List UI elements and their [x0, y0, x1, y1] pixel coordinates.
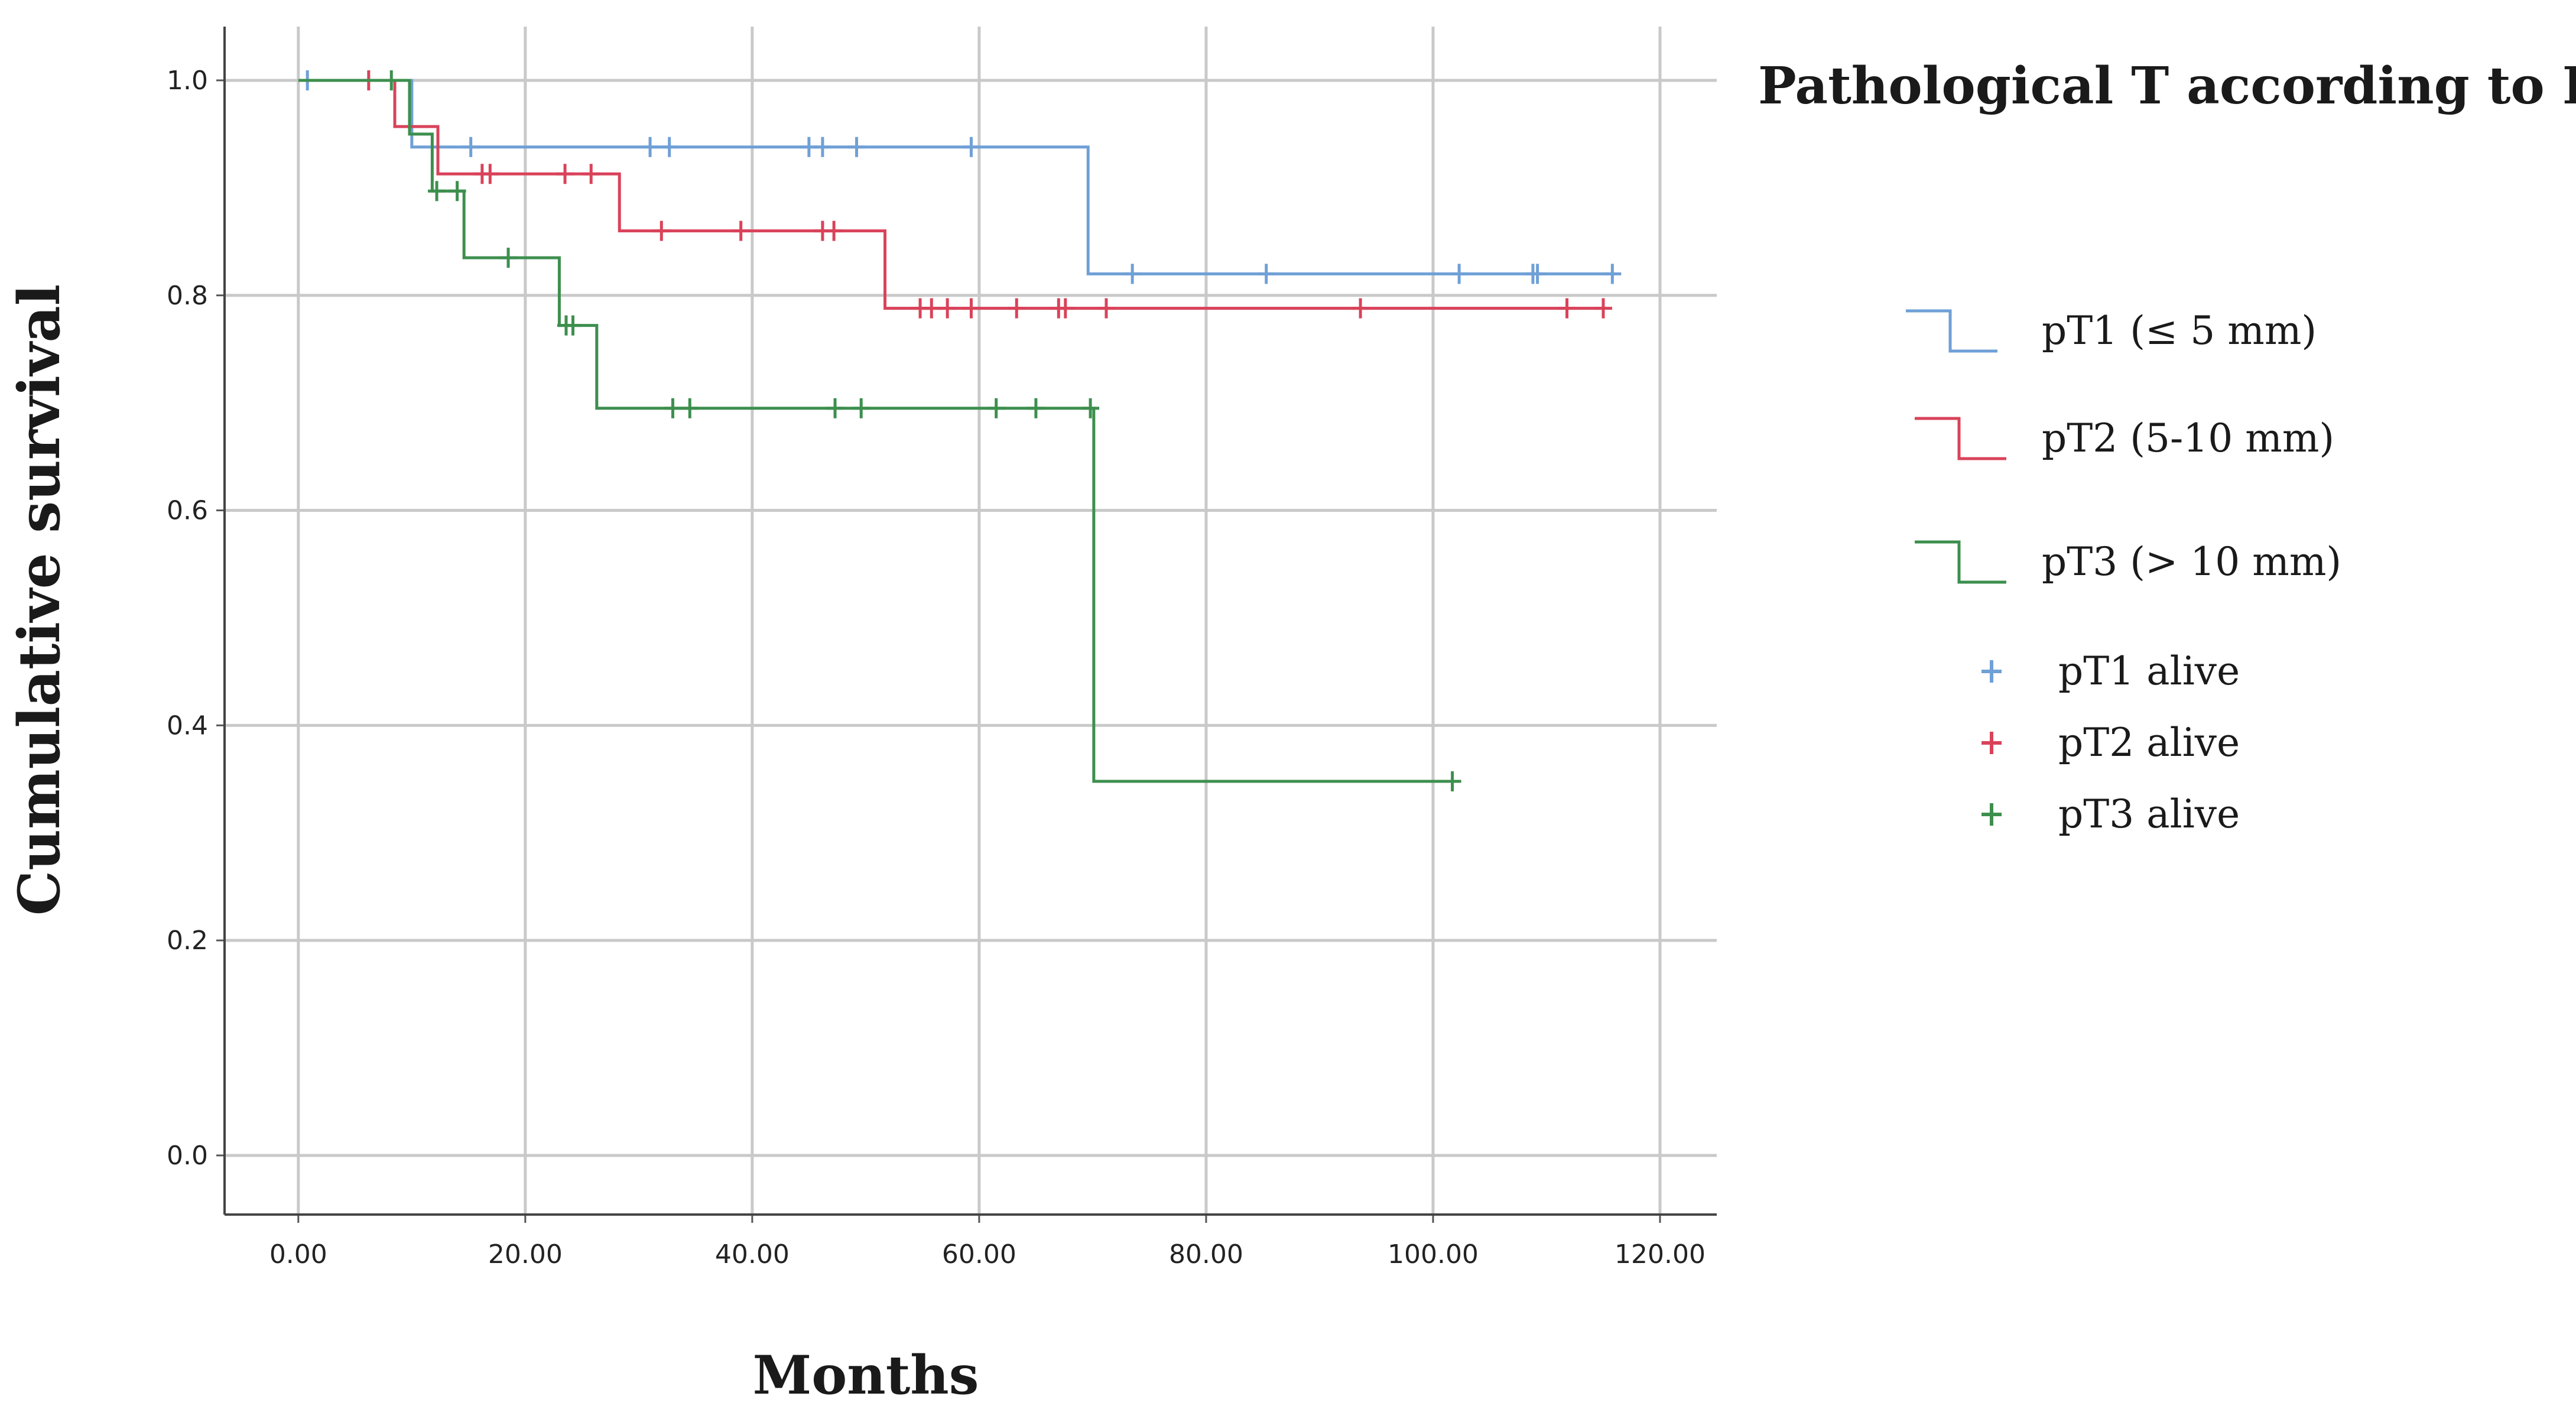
pt1-censor-mark [962, 137, 980, 157]
pt1-censor-mark [1257, 264, 1275, 284]
x-tick-label: 0.00 [269, 1239, 327, 1270]
pt3-censor-mark [382, 70, 401, 90]
y-tick-label: 1.0 [167, 66, 208, 96]
pt2-censor-mark [732, 220, 750, 241]
pt1-censor-mark [813, 137, 831, 157]
pt1-censor-mark [1603, 264, 1622, 284]
grid [225, 27, 1717, 1215]
pt2-alive-legend-label: pT2 alive [2058, 720, 2240, 765]
series-group [298, 70, 1622, 791]
pt2-censor-mark [1558, 298, 1576, 319]
x-tick-label: 120.00 [1615, 1239, 1706, 1270]
pt1-censor-mark [641, 137, 660, 157]
y-tick-label: 0.0 [167, 1141, 208, 1171]
pt2-censor-mark [1352, 298, 1370, 319]
pt3-legend-label: pT3 (> 10 mm) [2042, 539, 2341, 585]
y-axis-title: Cumulative survival [6, 284, 73, 915]
pt3-censor-mark [1443, 771, 1461, 791]
pt2-censor-mark [582, 164, 600, 184]
pt3-censor-mark [1026, 398, 1045, 418]
pt3-alive-legend-marker [1981, 803, 2002, 826]
pt1-curve [298, 79, 1615, 275]
x-tick-label: 40.00 [715, 1239, 790, 1270]
pt3-curve [298, 79, 1453, 783]
pt1-censor-mark [1123, 264, 1142, 284]
pt2-censor-mark [556, 164, 574, 184]
pt1-censor-mark [660, 137, 678, 157]
pt1-legend-swatch [1906, 309, 1997, 353]
pt3-alive-legend-label: pT3 alive [2058, 791, 2240, 837]
pt2-censor-mark [825, 220, 843, 241]
pt2-alive-legend-marker [1981, 732, 2002, 754]
pt1-legend-label: pT1 (≤ 5 mm) [2042, 308, 2317, 353]
pt2-censor-mark [481, 164, 499, 184]
pt3-censor-mark [852, 398, 870, 418]
pt3-censor-mark [826, 398, 844, 418]
pt3-censor-mark [448, 181, 466, 202]
x-tick-label: 100.00 [1388, 1239, 1479, 1270]
pt3-censor-mark [499, 248, 518, 268]
pt1-censor-mark [462, 137, 480, 157]
legend: Pathological T according to DOI pT1 (≤ 5… [1758, 56, 2576, 837]
pt2-censor-mark [938, 298, 957, 319]
y-tick-label: 0.4 [167, 710, 208, 741]
pt2-censor-mark [1008, 298, 1026, 319]
pt1-censor-mark [1528, 264, 1547, 284]
pt3-censor-mark [664, 398, 682, 418]
pt3-censor-mark [987, 398, 1005, 418]
pt2-legend-swatch [1915, 417, 2006, 460]
pt2-censor-mark [652, 220, 671, 241]
pt2-curve [298, 79, 1603, 310]
x-axis-title: Months [753, 1344, 979, 1407]
pt1-alive-legend-label: pT1 alive [2058, 648, 2240, 694]
x-tick-label: 20.00 [488, 1239, 563, 1270]
pt1-censor-mark [847, 137, 866, 157]
axes [216, 27, 1717, 1223]
pt1-alive-legend-marker [1981, 660, 2002, 683]
pt1-censor-mark [1450, 264, 1469, 284]
pt3-censor-mark [681, 398, 699, 418]
pt3-legend-swatch [1915, 540, 2006, 584]
x-tick-label: 80.00 [1169, 1239, 1243, 1270]
pt3-censor-mark [1081, 398, 1100, 418]
y-tick-label: 0.6 [167, 496, 208, 526]
pt2-censor-mark [962, 298, 980, 319]
pt2-censor-mark [1594, 298, 1612, 319]
pt2-censor-mark [1056, 298, 1074, 319]
pt2-censor-mark [1097, 298, 1115, 319]
pt3-censor-mark [564, 315, 582, 336]
y-tick-label: 0.8 [167, 281, 208, 311]
y-tick-label: 0.2 [167, 926, 208, 956]
pt3-censor-mark [428, 181, 446, 202]
pt2-censor-mark [922, 298, 941, 319]
pt2-legend-label: pT2 (5-10 mm) [2042, 415, 2334, 461]
legend-title: Pathological T according to DOI [1758, 56, 2576, 116]
x-tick-label: 60.00 [942, 1239, 1016, 1270]
tick-labels: 0.00 20.00 40.00 60.00 80.00 100.00 120.00 0.0 0… [167, 66, 1706, 1270]
